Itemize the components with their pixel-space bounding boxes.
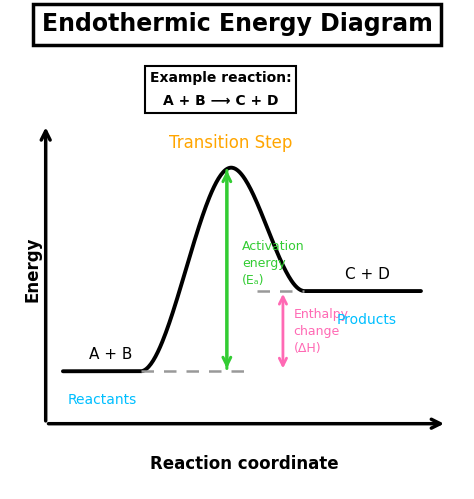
Text: Example reaction:
A + B ⟶ C + D: Example reaction: A + B ⟶ C + D xyxy=(150,71,291,108)
Text: Products: Products xyxy=(337,313,397,327)
Text: Enthalpy
change
(ΔH): Enthalpy change (ΔH) xyxy=(294,308,349,355)
Text: Activation
energy
(Eₐ): Activation energy (Eₐ) xyxy=(242,240,305,287)
Text: Energy: Energy xyxy=(24,237,42,302)
Text: C + D: C + D xyxy=(345,267,390,282)
Text: Endothermic Energy Diagram: Endothermic Energy Diagram xyxy=(42,12,432,36)
Text: Reaction coordinate: Reaction coordinate xyxy=(150,455,338,473)
Text: Transition Step: Transition Step xyxy=(170,134,293,152)
Text: Reactants: Reactants xyxy=(67,393,137,407)
Text: A + B: A + B xyxy=(89,347,132,362)
